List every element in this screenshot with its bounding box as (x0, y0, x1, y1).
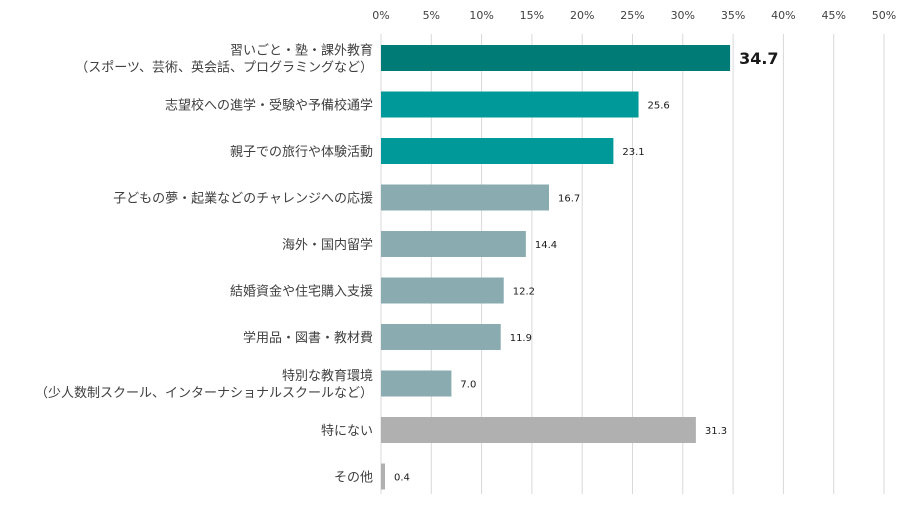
category-label: 習いごと・塾・課外教育 (230, 43, 373, 59)
category-label: 子どもの夢・起業などのチャレンジへの応援 (113, 191, 373, 207)
x-tick-label: 20% (570, 9, 594, 22)
data-label: 14.4 (535, 240, 557, 251)
bar (381, 463, 386, 490)
category-label: （少人数制スクール、インターナショナルスクールなど） (35, 386, 373, 401)
bar (381, 91, 639, 118)
data-label: 0.4 (394, 473, 410, 484)
data-label: 23.1 (622, 147, 644, 158)
data-label: 31.3 (705, 426, 727, 437)
category-label: 海外・国内留学 (282, 237, 373, 253)
category-label: その他 (334, 471, 373, 486)
x-tick-label: 10% (469, 9, 493, 22)
category-label: 学用品・図書・教材費 (243, 330, 373, 346)
x-tick-label: 0% (372, 9, 389, 22)
category-label: 親子での旅行や体験活動 (230, 145, 373, 160)
data-label: 12.2 (513, 287, 535, 298)
x-tick-label: 5% (423, 9, 440, 22)
bar (381, 417, 696, 443)
data-label: 34.7 (739, 49, 778, 68)
bar (381, 138, 614, 164)
category-label: 志望校への進学・受験や予備校通学 (165, 98, 373, 114)
data-label: 16.7 (558, 194, 580, 205)
category-label: 結婚資金や住宅購入支援 (230, 284, 373, 300)
data-label: 7.0 (460, 380, 476, 391)
bar (381, 184, 550, 211)
x-tick-label: 25% (620, 9, 644, 22)
x-tick-label: 50% (872, 9, 896, 22)
bar (381, 370, 452, 397)
category-label: 特別な教育環境 (282, 368, 373, 384)
x-tick-label: 15% (520, 9, 544, 22)
category-label: （スポーツ、芸術、英会話、プログラミングなど） (75, 60, 373, 76)
x-tick-label: 45% (821, 9, 845, 22)
x-tick-label: 35% (721, 9, 745, 22)
x-tick-label: 40% (771, 9, 795, 22)
bar (381, 231, 526, 257)
category-label: 特にない (321, 424, 373, 439)
bar (381, 277, 504, 304)
bar (381, 324, 501, 350)
x-tick-label: 30% (671, 9, 695, 22)
data-label: 25.6 (648, 101, 670, 112)
bar (381, 45, 731, 71)
data-label: 11.9 (510, 333, 532, 344)
